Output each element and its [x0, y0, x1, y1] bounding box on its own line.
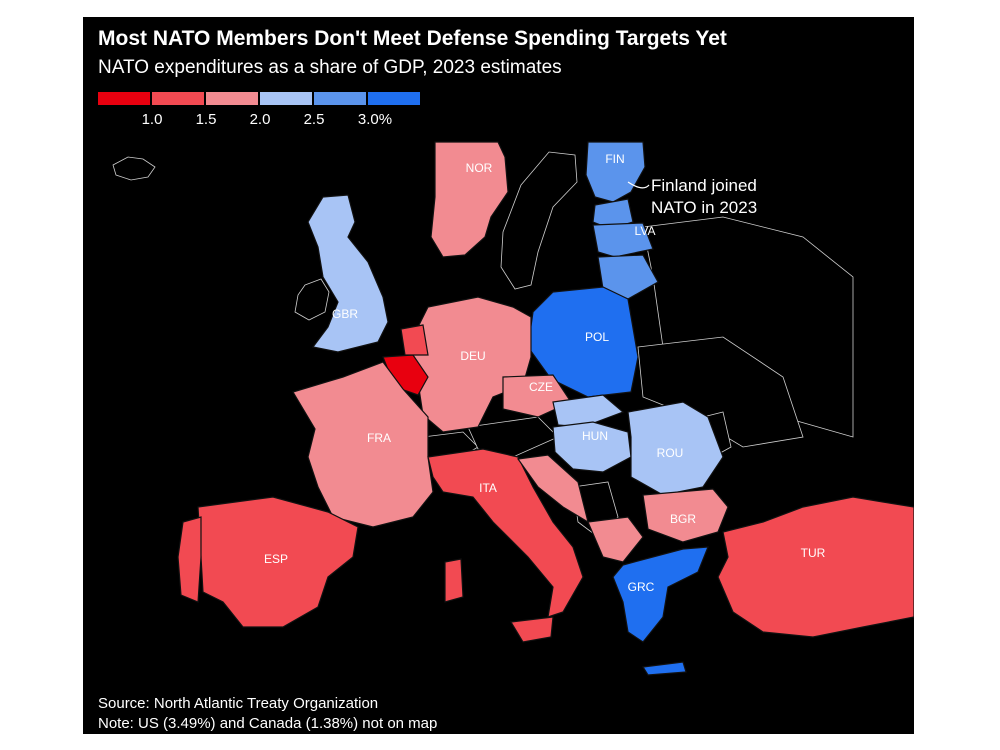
legend-color-scale: [98, 92, 422, 105]
label-nor: NOR: [466, 161, 493, 175]
annotation-line-1: Finland joined: [651, 176, 757, 195]
label-hun: HUN: [582, 429, 608, 443]
footnote: Note: US (3.49%) and Canada (1.38%) not …: [98, 715, 438, 732]
country-hun: [552, 421, 632, 473]
country-fin: [585, 141, 646, 203]
label-tur: TUR: [801, 546, 826, 560]
russia-belarus-outline: [642, 216, 854, 438]
label-lva: LVA: [635, 224, 656, 238]
europe-map: NOR FIN LVA GBR POL DEU CZE FRA HUN ROU …: [112, 141, 914, 676]
label-bgr: BGR: [670, 512, 696, 526]
legend-swatch-5: [314, 92, 366, 105]
label-deu: DEU: [460, 349, 485, 363]
country-gbr: [307, 194, 389, 353]
country-sardinia: [444, 558, 464, 603]
country-esp: [197, 496, 359, 628]
country-grc: [612, 546, 709, 643]
country-mne-alb-mkd: [587, 516, 644, 563]
nato-countries: [177, 141, 914, 676]
chart-title: Most NATO Members Don't Meet Defense Spe…: [98, 27, 727, 50]
source-note: Source: North Atlantic Treaty Organizati…: [98, 695, 379, 712]
country-lva: [592, 222, 654, 258]
label-rou: ROU: [657, 446, 684, 460]
country-labels: NOR FIN LVA GBR POL DEU CZE FRA HUN ROU …: [264, 152, 826, 594]
legend-tick-1: 1.0: [141, 111, 163, 128]
ukraine-outline: [637, 336, 804, 448]
label-gbr: GBR: [332, 307, 358, 321]
country-ltu: [597, 254, 659, 300]
legend-swatch-2: [152, 92, 204, 105]
country-tur: [717, 496, 914, 638]
sweden-outline: [500, 151, 578, 290]
country-fra: [292, 361, 434, 528]
country-bgr: [642, 488, 729, 543]
country-nor: [430, 141, 509, 258]
legend-swatch-6: [368, 92, 420, 105]
ireland-outline: [294, 278, 330, 321]
label-ita: ITA: [479, 481, 497, 495]
iceland-outline: [112, 156, 156, 181]
country-ita: [427, 448, 584, 618]
label-pol: POL: [585, 330, 609, 344]
legend-tick-3: 2.0: [249, 111, 271, 128]
label-cze: CZE: [529, 380, 553, 394]
country-nld: [400, 324, 429, 356]
label-esp: ESP: [264, 552, 288, 566]
legend-swatch-4: [260, 92, 312, 105]
annotation-line-2: NATO in 2023: [651, 198, 757, 217]
country-prt: [177, 516, 202, 603]
chart-frame: NOR FIN LVA GBR POL DEU CZE FRA HUN ROU …: [83, 17, 914, 734]
annotation-leader-line: [627, 181, 650, 189]
label-grc: GRC: [628, 580, 655, 594]
country-svk: [552, 394, 625, 428]
chart-subtitle: NATO expenditures as a share of GDP, 202…: [98, 57, 562, 78]
austria-outline: [467, 416, 559, 458]
legend-tick-4: 2.5: [303, 111, 325, 128]
country-rou: [627, 401, 724, 496]
label-fra: FRA: [367, 431, 391, 445]
legend-swatch-1: [98, 92, 150, 105]
country-crete: [641, 661, 687, 676]
label-fin: FIN: [605, 152, 624, 166]
legend-tick-2: 1.5: [195, 111, 217, 128]
country-sicily: [510, 616, 554, 643]
legend-tick-5: 3.0%: [357, 111, 393, 128]
legend-swatch-3: [206, 92, 258, 105]
